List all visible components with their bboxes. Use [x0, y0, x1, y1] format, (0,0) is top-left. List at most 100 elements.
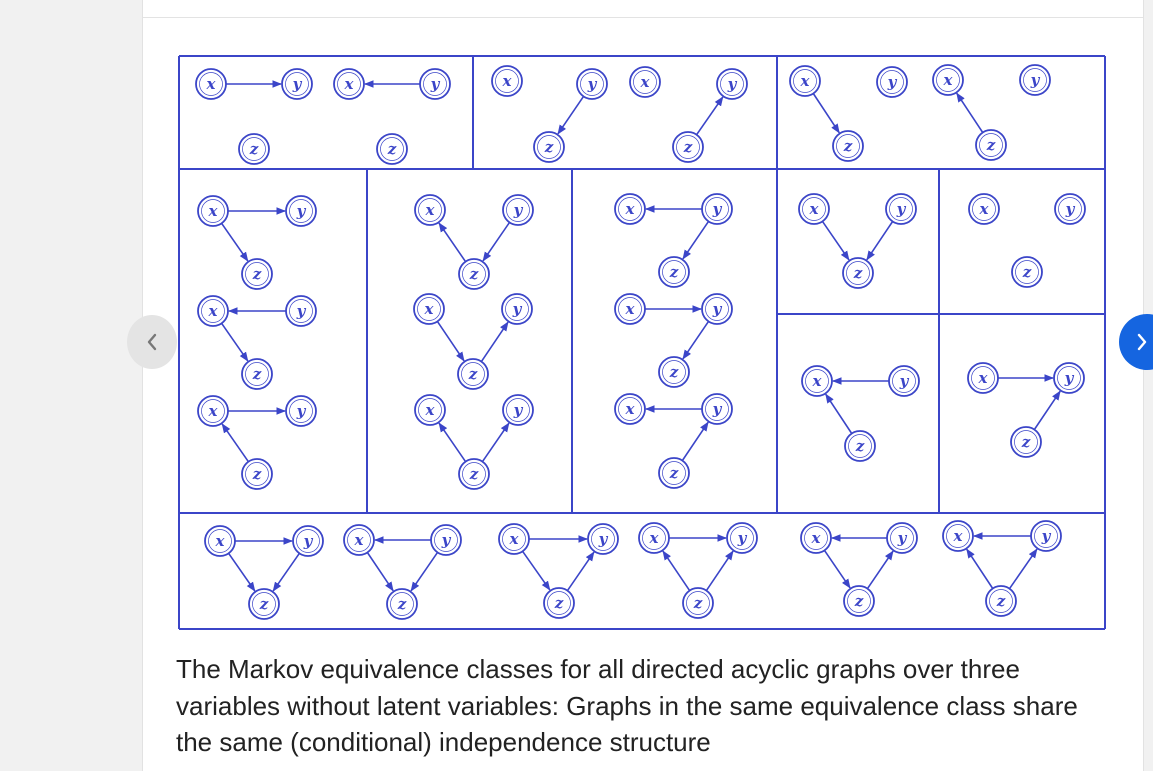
- dag-graph: x y z: [498, 523, 619, 619]
- node-z-ring: [380, 137, 404, 161]
- node-z-circle: [238, 133, 270, 165]
- dag-graph: x y z: [614, 193, 733, 288]
- node-z-ring: [462, 462, 486, 486]
- node-z-circle: [533, 131, 565, 163]
- edge-arrow: [825, 393, 853, 434]
- node-y-ring: [289, 399, 313, 423]
- node-y-label: y: [587, 75, 598, 93]
- node-z-label: z: [249, 140, 259, 158]
- node-z-label: z: [259, 595, 269, 613]
- node-x-circle: [614, 193, 646, 225]
- dag-graph: x y z: [614, 293, 733, 388]
- node-x-ring: [208, 529, 232, 553]
- node-x-label: x: [953, 527, 964, 545]
- node-x-circle: [638, 522, 670, 554]
- node-y-circle: [501, 293, 533, 325]
- node-y-label: y: [296, 402, 307, 420]
- node-y-label: y: [296, 302, 307, 320]
- dag-graph: x y z: [968, 193, 1086, 288]
- node-y-label: y: [712, 300, 723, 318]
- dag-graph: x y z: [197, 395, 317, 490]
- node-y-label: y: [897, 529, 908, 547]
- node-x-circle: [414, 194, 446, 226]
- node-x-label: x: [809, 200, 820, 218]
- node-y-ring: [285, 72, 309, 96]
- node-z-ring: [662, 360, 686, 384]
- node-y-circle: [430, 524, 462, 556]
- node-x-label: x: [208, 202, 219, 220]
- node-x-label: x: [943, 71, 954, 89]
- node-z-ring: [547, 591, 571, 615]
- node-z-label: z: [669, 464, 679, 482]
- dag-graph: x y z: [798, 193, 917, 289]
- node-y-ring: [505, 297, 529, 321]
- node-z-circle: [241, 458, 273, 490]
- node-y-ring: [705, 197, 729, 221]
- node-z-circle: [1010, 426, 1042, 458]
- edge-arrow: [481, 422, 510, 463]
- edge-arrow: [866, 550, 894, 590]
- node-x-ring: [417, 297, 441, 321]
- node-x-circle: [204, 525, 236, 557]
- dag-graph: x y z: [414, 194, 534, 290]
- node-y-circle: [701, 193, 733, 225]
- edge-arrow: [521, 550, 551, 591]
- edge-arrow: [438, 422, 467, 463]
- edge-arrow: [705, 550, 734, 592]
- node-z-circle: [985, 585, 1017, 617]
- node-z-label: z: [387, 140, 397, 158]
- node-x-label: x: [978, 369, 989, 387]
- node-y-label: y: [598, 530, 609, 548]
- node-y-circle: [281, 68, 313, 100]
- node-z-ring: [676, 135, 700, 159]
- node-z-label: z: [843, 137, 853, 155]
- node-y-ring: [580, 72, 604, 96]
- node-x-circle: [801, 365, 833, 397]
- node-y-ring: [296, 529, 320, 553]
- node-z-circle: [241, 258, 273, 290]
- node-z-label: z: [1022, 263, 1032, 281]
- node-x-label: x: [425, 201, 436, 219]
- node-y-label: y: [737, 529, 748, 547]
- node-z-label: z: [469, 265, 479, 283]
- node-x-ring: [642, 526, 666, 550]
- edge-arrow: [812, 93, 840, 134]
- node-z-circle: [457, 358, 489, 390]
- node-x-ring: [972, 197, 996, 221]
- node-y-label: y: [292, 75, 303, 93]
- dag-graph: x y z: [197, 295, 317, 390]
- edge-arrow: [482, 221, 511, 262]
- dag-graph: x y z: [204, 525, 324, 620]
- next-button[interactable]: [1119, 314, 1153, 370]
- node-x-circle: [491, 65, 523, 97]
- node-x-label: x: [206, 75, 217, 93]
- node-y-label: y: [896, 200, 907, 218]
- dag-graph: x y z: [932, 64, 1051, 161]
- node-x-ring: [802, 197, 826, 221]
- node-y-label: y: [1041, 527, 1052, 545]
- node-y-label: y: [513, 201, 524, 219]
- node-z-label: z: [252, 465, 262, 483]
- node-x-circle: [414, 394, 446, 426]
- node-y-circle: [726, 522, 758, 554]
- edge-arrow: [221, 423, 250, 463]
- edge-arrow: [821, 220, 850, 261]
- node-y-label: y: [1030, 71, 1041, 89]
- previous-button[interactable]: [127, 315, 177, 369]
- node-z-circle: [543, 587, 575, 619]
- edge-arrow: [438, 222, 467, 263]
- node-x-ring: [805, 369, 829, 393]
- dag-graph: x y z: [789, 65, 908, 162]
- edge-arrow: [410, 551, 439, 592]
- node-x-ring: [618, 297, 642, 321]
- node-z-circle: [386, 588, 418, 620]
- node-y-ring: [890, 526, 914, 550]
- node-z-ring: [989, 589, 1013, 613]
- edge-arrow: [866, 221, 894, 261]
- node-z-label: z: [1021, 433, 1031, 451]
- node-z-label: z: [397, 595, 407, 613]
- node-y-label: y: [430, 75, 441, 93]
- node-z-ring: [462, 262, 486, 286]
- node-y-label: y: [513, 401, 524, 419]
